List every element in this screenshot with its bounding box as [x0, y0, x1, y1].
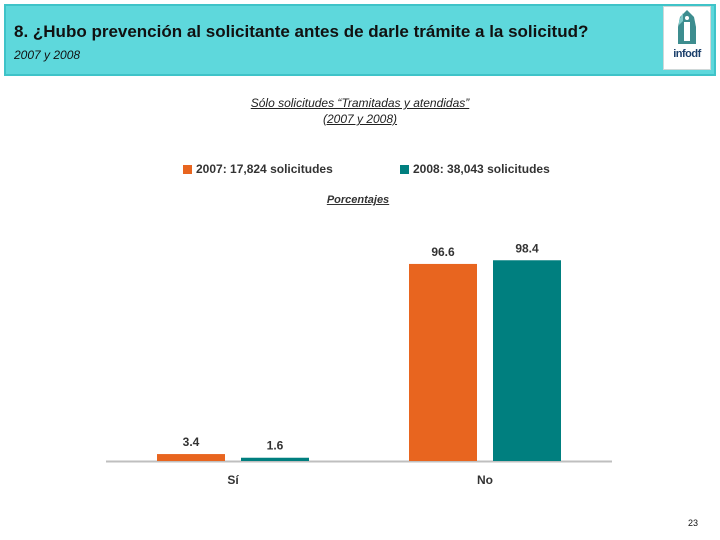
legend-swatch-2007 [183, 164, 192, 174]
category-label-si: Sí [227, 473, 239, 487]
category-label-no: No [477, 473, 493, 487]
bar-2008-no [493, 260, 561, 461]
legend-label-2008: 2008: 38,043 solicitudes [413, 162, 550, 176]
data-label-2008-si: 1.6 [267, 439, 284, 453]
page-number: 23 [688, 518, 699, 528]
data-label-2007-no: 96.6 [431, 245, 455, 259]
legend-swatch-2008 [400, 164, 409, 174]
legend-label-2007: 2007: 17,824 solicitudes [196, 162, 333, 176]
slide-subtitle: 2007 y 2008 [14, 48, 81, 62]
slide-header: 8. ¿Hubo prevención al solicitante antes… [4, 4, 716, 76]
slide-title: 8. ¿Hubo prevención al solicitante antes… [14, 22, 589, 41]
data-label-2008-no: 98.4 [515, 241, 539, 255]
logo-text: infodf [673, 48, 701, 60]
legend-item-2008: 2008: 38,043 solicitudes [400, 162, 550, 176]
monument-icon [678, 10, 696, 44]
unit-label: Porcentajes [326, 194, 390, 206]
legend-item-2007: 2007: 17,824 solicitudes [183, 162, 333, 176]
chart-caption-line2: (2007 y 2008) [322, 112, 398, 126]
bar-2008-si [241, 457, 309, 461]
data-label-2007-si: 3.4 [183, 435, 200, 449]
chart-caption-line1: Sólo solicitudes “Tramitadas y atendidas… [250, 96, 470, 110]
infodf-logo: infodf [663, 6, 711, 70]
bar-2007-no [409, 263, 477, 461]
bar-2007-si [157, 454, 225, 461]
